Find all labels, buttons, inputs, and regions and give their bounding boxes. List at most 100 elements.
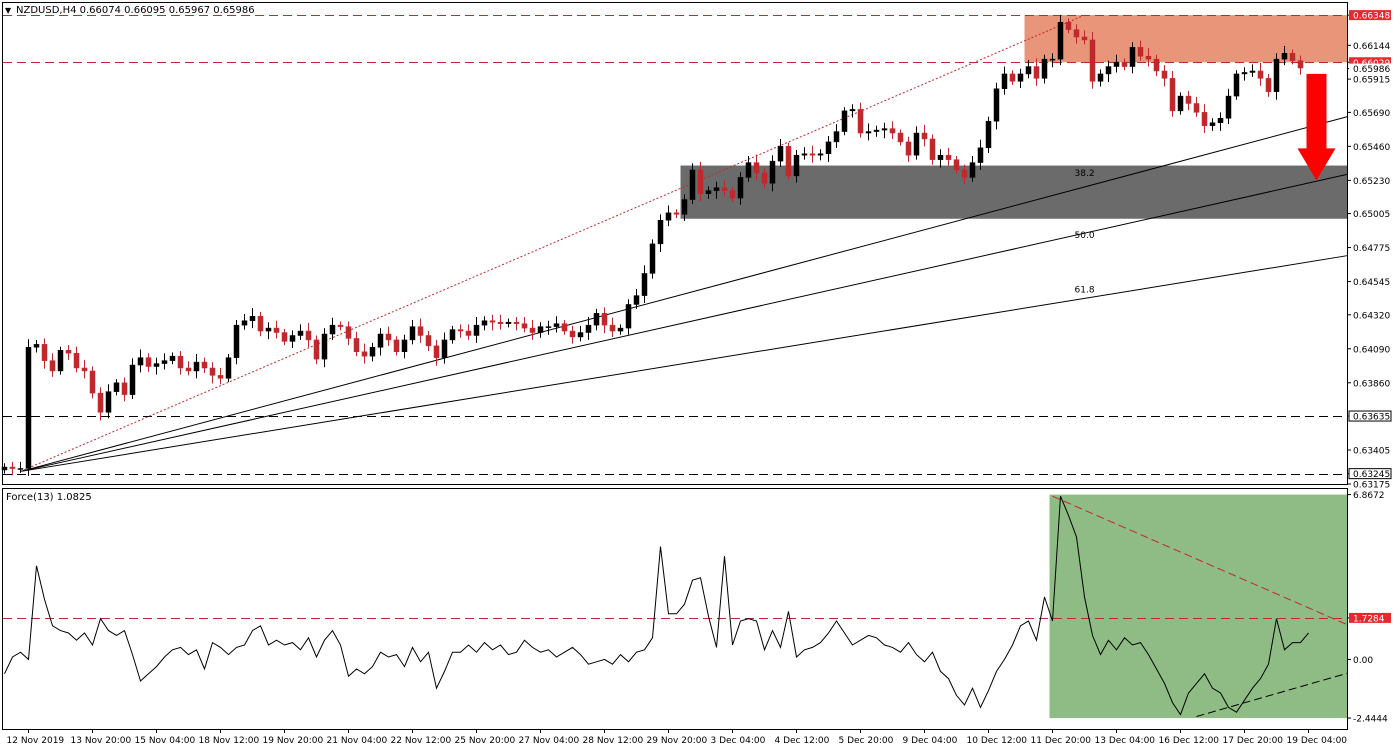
candle [609,317,616,337]
candle-body [1089,39,1096,82]
candle [457,324,464,338]
price-label: 0.63860 [1353,379,1390,389]
price-badge [1349,10,1391,21]
candle [441,332,448,364]
force-label: -2.4444 [1353,715,1388,725]
candle [793,150,800,183]
force-trend-line [1196,672,1348,718]
candle-body [537,326,544,333]
force-badge [1349,612,1391,623]
candle [257,311,264,337]
candle-body [265,327,272,332]
candle-body [841,110,848,132]
candle [1097,69,1104,87]
chart-collapse-icon[interactable]: ▼ [5,6,12,15]
candle-body [689,169,696,200]
candle-body [785,146,792,177]
candle-body [1137,47,1144,57]
time-label: 19 Nov 20:00 [263,736,324,746]
candle-body [1145,55,1152,60]
candle-body [481,320,488,326]
candle-body [609,324,616,332]
time-label: 3 Dec 04:00 [711,736,766,746]
candle-body [801,153,808,156]
candle-body [1001,73,1008,89]
candle-body [233,324,240,358]
candle [17,461,24,473]
candle-body [393,339,400,352]
candle-body [1265,78,1272,92]
candle-body [209,367,216,376]
candle [993,82,1000,130]
time-label: 4 Dec 12:00 [775,736,830,746]
candle [1081,30,1088,45]
candle [281,328,288,346]
candle [361,343,368,364]
candle-body [969,162,976,178]
candle-body [697,169,704,194]
candle-body [681,199,688,215]
trend-line-dotted [20,14,1085,472]
force-label: 6.8672 [1353,491,1385,501]
candle-body [185,367,192,372]
candle [161,353,168,370]
candle [1145,48,1152,67]
candle-body [1065,21,1072,30]
candle-body [657,219,664,245]
candle-body [441,339,448,358]
candle-body [193,361,200,372]
candle-body [217,375,224,379]
candle-body [545,326,552,328]
candle [65,345,72,360]
candle-body [89,370,96,394]
candle [817,149,824,161]
candle [1185,90,1192,111]
candle [145,353,152,372]
candle [337,321,344,331]
candle-body [201,361,208,369]
time-label: 11 Dec 20:00 [1031,736,1092,746]
candle [497,314,504,330]
candle [9,461,16,476]
candle [169,352,176,365]
candle [713,181,720,199]
candle [297,324,304,340]
candle-body [1185,95,1192,104]
force-header: Force(13) 1.0825 [6,492,92,503]
candle-body [153,363,160,367]
candle-body [473,324,480,336]
candle [401,334,408,359]
candle-body [41,344,48,361]
candle [777,138,784,168]
candle-body [145,357,152,367]
candle-body [1233,73,1240,97]
fib-label: 38.2 [1075,169,1095,179]
candle [745,155,752,182]
candle-body [1273,58,1280,92]
candle-body [529,327,536,333]
candle [753,154,760,181]
candle [1297,55,1304,75]
candle [593,308,600,331]
candle [185,361,192,376]
candle [761,168,768,189]
candle [897,129,904,146]
candle [449,325,456,344]
time-label: 12 Nov 2019 [7,736,65,746]
candle [1257,62,1264,86]
time-label: 28 Nov 12:00 [583,736,644,746]
candle [633,288,640,309]
candle-body [729,190,736,199]
candle-body [1169,78,1176,112]
candle-body [1217,118,1224,123]
candle-body [1025,66,1032,75]
candle-body [337,324,344,327]
candle [1001,66,1008,95]
candle [1273,53,1280,100]
main-panel-frame [2,2,1348,485]
force-panel-frame [2,488,1348,730]
candle-body [713,187,720,191]
candle [1265,73,1272,97]
candle-body [73,352,80,369]
candle [249,308,256,329]
